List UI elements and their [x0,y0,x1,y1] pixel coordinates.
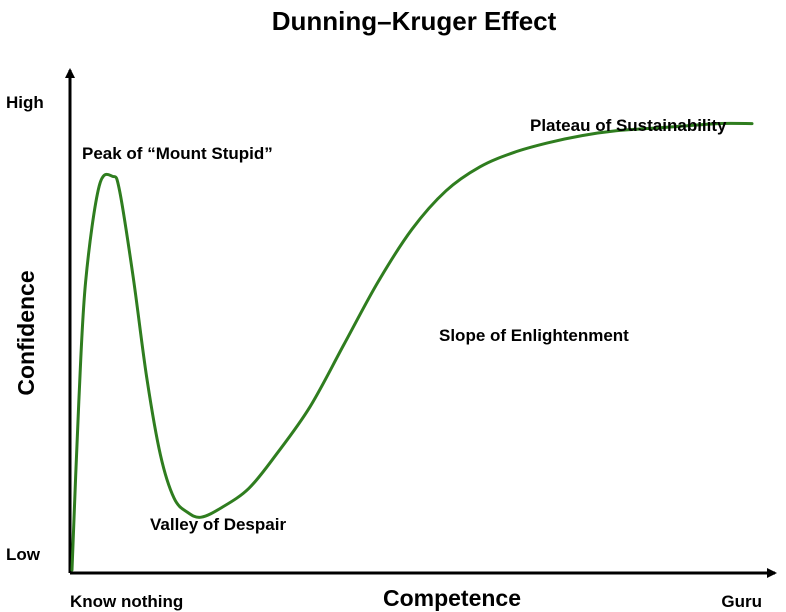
x-tick-guru: Guru [721,592,762,611]
y-tick-high: High [6,93,44,112]
annotation-plateau: Plateau of Sustainability [530,116,727,135]
annotation-peak: Peak of “Mount Stupid” [82,144,273,163]
series-line-confidence [70,121,754,572]
x-tick-know-nothing: Know nothing [70,592,183,611]
y-axis-label: Confidence [13,270,39,395]
annotation-slope: Slope of Enlightenment [439,326,629,345]
x-axis-label: Competence [383,585,521,611]
y-tick-low: Low [6,545,41,564]
annotation-valley: Valley of Despair [150,515,286,534]
chart-title: Dunning–Kruger Effect [272,6,557,36]
